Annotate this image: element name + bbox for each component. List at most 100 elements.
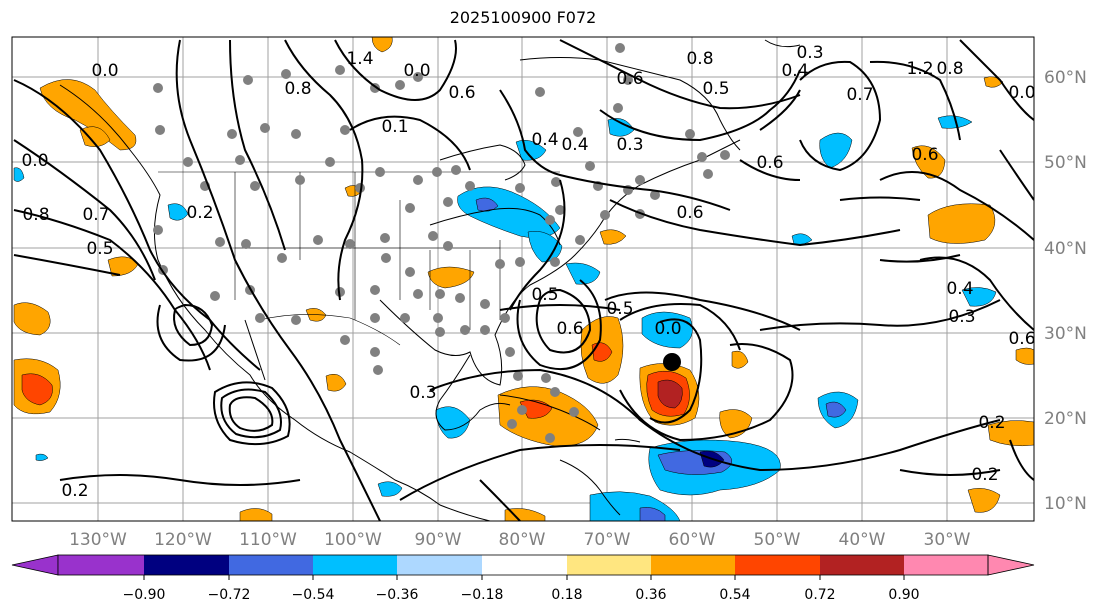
colorbar-extend-high [987, 554, 1035, 576]
map-panel [11, 36, 1035, 522]
shade-skyblue [377, 481, 403, 497]
lon-label: 30°W [924, 530, 971, 550]
contour-label: 0.6 [676, 203, 703, 223]
shade-orange [987, 420, 1034, 447]
shade-skyblue [13, 167, 25, 182]
contour-labels: 1.4 1.2 0.8 0.8 0.8 0.8 0.7 0.7 0.6 0.6 … [21, 43, 1035, 501]
colorbar-extend-low [11, 554, 59, 576]
contour-label: 0.4 [561, 135, 588, 155]
contour-label: 0.2 [61, 481, 88, 501]
colorbar-tick-label: 0.54 [719, 587, 750, 603]
colorbar-tick-label: 0.36 [635, 587, 666, 603]
longitude-labels: 130°W 120°W 110°W 100°W 90°W 80°W 70°W 6… [69, 530, 971, 550]
contour-label: 0.0 [403, 61, 430, 81]
contour-label: 0.3 [409, 383, 436, 403]
colorbar-bin [904, 555, 988, 575]
shade-orange [325, 374, 347, 392]
shade-orange [911, 145, 946, 179]
lon-label: 70°W [584, 530, 631, 550]
contour-lines [13, 39, 1034, 521]
lon-label: 130°W [69, 530, 127, 550]
shade-orange [239, 508, 273, 521]
lat-label: 30°N [1044, 324, 1087, 344]
shade-skyblue [937, 115, 973, 129]
contour-label: 0.0 [91, 61, 118, 81]
contour-label: 0.2 [186, 203, 213, 223]
lon-label: 50°W [754, 530, 801, 550]
colorbar-bin [58, 555, 144, 575]
colorbar-tick-label: −0.90 [123, 587, 166, 603]
colorbar-tick-label: 0.90 [888, 587, 919, 603]
lon-label: 80°W [499, 530, 546, 550]
colorbar-bin [482, 555, 567, 575]
contour-label: 0.7 [82, 205, 109, 225]
colorbar-tick-label: −0.18 [461, 587, 504, 603]
shade-skyblue [565, 262, 601, 285]
lat-label: 60°N [1044, 68, 1087, 88]
contour-label: 0.1 [381, 117, 408, 137]
contour-label: 1.2 [906, 59, 933, 79]
colorbar-tick-label: 0.18 [551, 587, 582, 603]
colorbar-tick-label: −0.36 [376, 587, 419, 603]
shade-skyblue [435, 406, 471, 439]
shade-skyblue [819, 132, 853, 169]
lon-label: 90°W [415, 530, 462, 550]
shade-orange [504, 508, 546, 521]
shade-skyblue [961, 287, 997, 307]
colorbar: −0.90 −0.72 −0.54 −0.36 −0.18 0.18 0.36 … [11, 554, 1035, 603]
colorbar-bin [567, 555, 651, 575]
shade-orange [13, 302, 51, 336]
contour-label: 0.2 [971, 465, 998, 485]
colorbar-tick-label: −0.54 [292, 587, 335, 603]
lat-label: 40°N [1044, 239, 1087, 259]
contour-label: 0.5 [606, 299, 633, 319]
contour-label: 0.0 [654, 319, 681, 339]
shade-orange [1015, 347, 1034, 365]
colorbar-bin [313, 555, 397, 575]
negative-anomaly-shading [13, 115, 997, 521]
shade-orange [427, 266, 475, 289]
shade-skyblue [35, 453, 49, 461]
colorbar-bin [651, 555, 735, 575]
contour-label: 0.8 [284, 79, 311, 99]
contour-label: 0.5 [702, 79, 729, 99]
contour-label: 0.5 [86, 239, 113, 259]
contour-label: 0.8 [936, 59, 963, 79]
lon-label: 40°W [839, 530, 886, 550]
contour-label: 1.4 [346, 49, 373, 69]
colorbar-tick-label: −0.72 [208, 587, 251, 603]
contour-label: 0.4 [531, 130, 558, 150]
colorbar-bin [229, 555, 313, 575]
lat-label: 50°N [1044, 153, 1087, 173]
station-dots [153, 43, 730, 443]
shade-red [21, 373, 53, 406]
storm-center-marker [663, 353, 681, 371]
contour-label: 0.6 [556, 319, 583, 339]
lat-label: 10°N [1044, 494, 1087, 514]
lat-label: 20°N [1044, 409, 1087, 429]
contour-label: 0.3 [796, 43, 823, 63]
graticule [12, 37, 1034, 521]
lon-label: 100°W [324, 530, 382, 550]
contour-label: 0.8 [22, 205, 49, 225]
contour-label: 0.7 [846, 85, 873, 105]
contour-label: 0.2 [978, 413, 1005, 433]
contour-label: 0.3 [616, 135, 643, 155]
latitude-labels: 60°N 50°N 40°N 30°N 20°N 10°N [1044, 68, 1087, 514]
colorbar-bin [735, 555, 820, 575]
shade-skyblue [641, 311, 693, 349]
contour-label: 0.6 [911, 145, 938, 165]
shade-orange [967, 488, 1001, 513]
positive-anomaly-shading [13, 37, 1034, 521]
coastlines [59, 39, 801, 521]
lon-label: 120°W [154, 530, 212, 550]
shade-orange [731, 350, 749, 369]
lon-label: 60°W [669, 530, 716, 550]
shade-skyblue [167, 203, 189, 221]
colorbar-bin [397, 555, 482, 575]
colorbar-bin [820, 555, 904, 575]
shade-orange [371, 37, 393, 53]
contour-label: 0.4 [946, 279, 973, 299]
shade-orange [599, 229, 627, 245]
contour-label: 0.6 [756, 153, 783, 173]
